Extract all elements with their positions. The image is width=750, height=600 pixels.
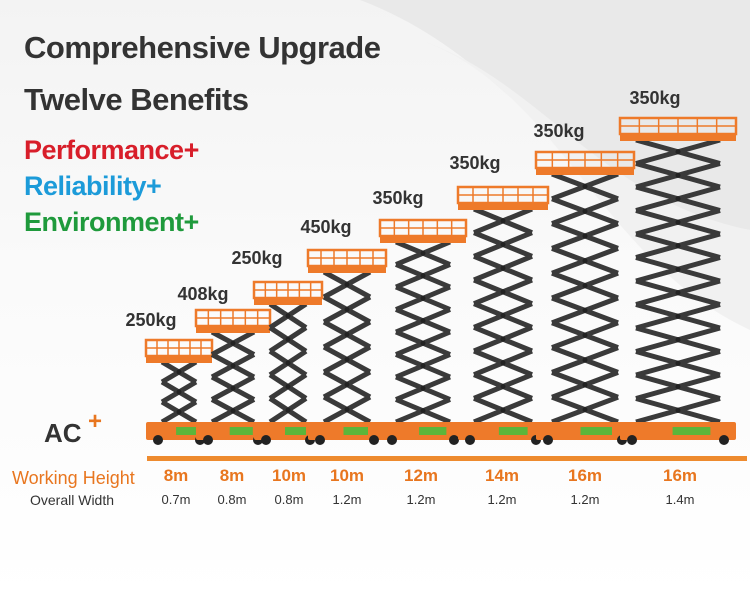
benefit-environment: Environment+ <box>24 207 199 237</box>
scissor-lift <box>306 248 388 445</box>
working-height-label: Working Height <box>12 468 135 488</box>
overall-width-value: 1.2m <box>570 492 600 507</box>
overall-width-label: Overall Width <box>30 492 115 508</box>
overall-width-value: 0.7m <box>161 492 191 507</box>
working-height-value: 16m <box>567 466 603 485</box>
benefit-performance: Performance+ <box>24 135 199 165</box>
working-height-value: 8m <box>219 466 245 485</box>
capacity-label: 408kg <box>177 284 229 304</box>
scissor-lift <box>456 185 550 445</box>
overall-width-value: 1.4m <box>665 492 695 507</box>
capacity-label: 350kg <box>449 153 501 173</box>
overall-width-value: 1.2m <box>332 492 362 507</box>
capacity-label: 350kg <box>372 188 424 208</box>
ac-badge: AC <box>44 418 82 448</box>
ac-plus-icon: + <box>88 408 103 435</box>
capacity-label: 250kg <box>231 248 283 268</box>
scissor-lift <box>534 150 636 445</box>
capacity-label: 450kg <box>300 217 352 237</box>
working-height-value: 12m <box>403 466 439 485</box>
capacity-label: 350kg <box>533 121 585 141</box>
working-height-value: 14m <box>484 466 520 485</box>
scissor-lift <box>144 338 214 445</box>
headline-line-2: Twelve Benefits <box>24 82 249 117</box>
capacity-label: 250kg <box>125 310 177 330</box>
scissor-lift <box>194 308 272 445</box>
overall-width-value: 1.2m <box>406 492 436 507</box>
capacity-label: 350kg <box>629 88 681 108</box>
overall-width-value: 1.2m <box>487 492 517 507</box>
overall-width-value: 0.8m <box>217 492 247 507</box>
spec-divider <box>147 456 747 461</box>
benefit-reliability: Reliability+ <box>24 171 162 201</box>
scissor-lift <box>378 218 468 445</box>
working-height-value: 10m <box>271 466 307 485</box>
working-height-value: 10m <box>329 466 365 485</box>
scissor-lift <box>252 280 324 445</box>
working-height-value: 8m <box>163 466 189 485</box>
headline-line-1: Comprehensive Upgrade <box>24 30 381 65</box>
overall-width-value: 0.8m <box>274 492 304 507</box>
working-height-value: 16m <box>662 466 698 485</box>
scissor-lift <box>618 116 738 445</box>
